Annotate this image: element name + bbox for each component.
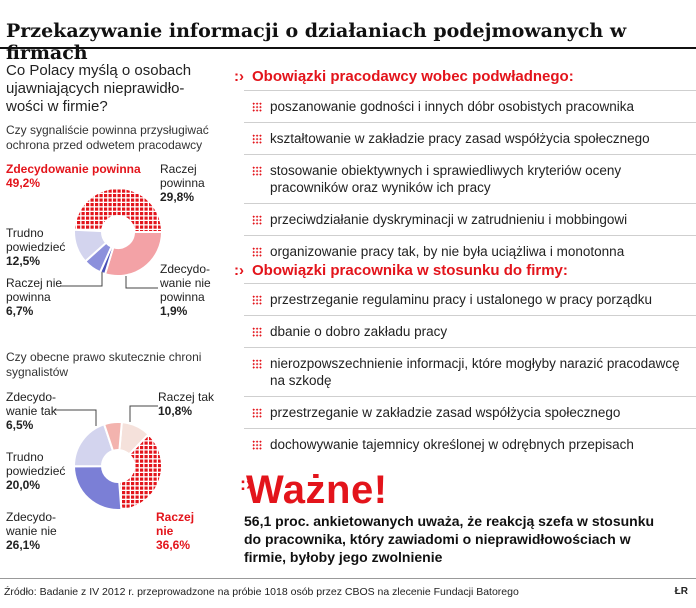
pie2-slice-4 [102,421,123,453]
employer-item-text: poszanowanie godności i innych dóbr osob… [270,99,634,114]
employee-duties-list: przestrzeganie regulaminu pracy i ustalo… [244,283,696,460]
chart1-question: Czy sygnaliście powinna przysługiwać och… [6,123,209,152]
employee-item-text: nierozpowszechnienie informacji, które m… [270,356,680,388]
dotted-bullet-icon [252,408,262,418]
leader-line-c1-raczej-nie [60,272,103,287]
leader-line-c2-zdecydowanie-tak [54,409,97,426]
employee-item: przestrzeganie w zakładzie zasad współży… [244,396,696,428]
employer-item: organizowanie pracy tak, by nie była uci… [244,235,696,267]
important-text: 56,1 proc. ankietowanych uważa, że reakc… [244,513,655,565]
employee-item-text: przestrzeganie regulaminu pracy i ustalo… [270,292,652,307]
employer-item: przeciwdziałanie dyskryminacji w zatrudn… [244,203,696,235]
dotted-bullet-icon [252,327,262,337]
title-rule [0,47,696,49]
employee-item: dochowywanie tajemnicy określonej w odrę… [244,428,696,460]
chart2-label-zdecydowanie-nie: Zdecydo-wanie nie 26,1% [6,510,57,552]
section-marker-icon: :› [234,262,244,279]
employer-item-text: organizowanie pracy tak, by nie była uci… [270,244,625,259]
pie2-slice-2 [72,465,123,511]
pie2-slice-1 [118,432,163,511]
employer-heading: :› Obowiązki pracodawcy wobec podwładnego… [234,68,574,85]
employer-item-text: stosowanie obiektywnych i sprawiedliwych… [270,163,622,195]
section-marker-icon: :› [240,474,252,494]
employee-item: przestrzeganie regulaminu pracy i ustalo… [244,283,696,315]
chart2-question: Czy obecne prawo skutecznie chroni sygna… [6,350,202,379]
important-heading: Ważne! [246,468,388,512]
employee-heading: :› Obowiązki pracownika w stosunku do fir… [234,262,568,279]
dotted-bullet-icon [252,215,262,225]
chart1-label-zdecydowanie-powinna: Zdecydowanie powinna 49,2% [6,162,141,190]
chart1-label-trudno: Trudno powiedzieć 12,5% [6,226,66,268]
chart1-label-raczej-powinna: Raczej powinna 29,8% [160,162,205,204]
publisher-logo: ŁR [674,586,688,597]
left-lead-question: Co Polacy myślą o osobach ujawniających … [6,62,192,115]
chart2-label-raczej-nie: Raczej nie 36,6% [156,510,195,552]
dotted-bullet-icon [252,247,262,257]
dotted-bullet-icon [252,102,262,112]
chart2-label-zdecydowanie-tak: Zdecydo-wanie tak 6,5% [6,390,57,432]
section-marker-icon: :› [234,68,244,85]
employee-item: dbanie o dobro zakładu pracy [244,315,696,347]
employer-duties-list: poszanowanie godności i innych dóbr osob… [244,90,696,267]
employer-item-text: przeciwdziałanie dyskryminacji w zatrudn… [270,212,628,227]
pie1-slice-0 [73,187,164,233]
pie1-slice-1 [103,230,164,277]
dotted-bullet-icon [252,359,262,369]
dotted-bullet-icon [252,166,262,176]
leader-line-c1-zdecydowanie-nie [125,276,158,289]
employee-item-text: dbanie o dobro zakładu pracy [270,324,448,339]
chart2-label-trudno: Trudno powiedzieć 20,0% [6,450,66,492]
dotted-bullet-icon [252,440,262,450]
employee-item-text: dochowywanie tajemnicy określonej w odrę… [270,437,634,452]
employee-item-text: przestrzeganie w zakładzie zasad współży… [270,405,621,420]
employer-item: poszanowanie godności i innych dóbr osob… [244,90,696,122]
bottom-rule [0,578,696,579]
chart1-label-zdecydowanie-nie: Zdecydo-wanie nie powinna 1,9% [160,262,211,318]
chart2-label-raczej-tak: Raczej tak 10,8% [158,390,215,418]
chart1-label-raczej-nie: Raczej nie powinna 6,7% [6,276,63,318]
pie1-slice-4 [73,228,108,263]
employer-item: kształtowanie w zakładzie pracy zasad ws… [244,122,696,154]
dotted-bullet-icon [252,295,262,305]
employer-item-text: kształtowanie w zakładzie pracy zasad ws… [270,131,650,146]
employer-item: stosowanie obiektywnych i sprawiedliwych… [244,154,696,203]
source-note: Źródło: Badanie z IV 2012 r. przeprowadz… [4,586,519,598]
employee-item: nierozpowszechnienie informacji, które m… [244,347,696,396]
leader-line-c2-raczej-tak [129,405,158,422]
dotted-bullet-icon [252,134,262,144]
